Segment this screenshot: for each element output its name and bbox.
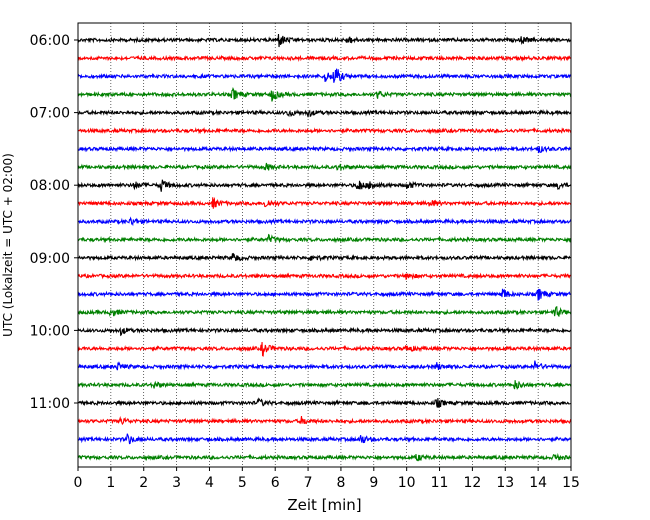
trace-0730 — [77, 145, 572, 154]
x-tick-label: 6 — [271, 475, 280, 491]
trace-0745 — [77, 162, 572, 171]
x-axis-label: Zeit [min] — [287, 496, 361, 514]
trace-0700 — [77, 108, 572, 118]
x-tick-label: 1 — [106, 475, 115, 491]
trace-0930 — [77, 288, 572, 301]
y-axis-ticks: 06:00 07:00 08:00 09:00 10:00 11:00 — [30, 33, 78, 412]
trace-1145 — [77, 452, 572, 462]
trace-0645 — [77, 87, 572, 102]
trace-1015 — [77, 341, 572, 357]
trace-0815 — [77, 196, 572, 209]
trace-0600 — [77, 33, 572, 48]
x-tick-label: 4 — [205, 475, 214, 491]
x-tick-label: 11 — [431, 475, 449, 491]
x-tick-label: 8 — [336, 475, 345, 491]
x-tick-label: 5 — [238, 475, 247, 491]
y-tick-label: 08:00 — [30, 178, 70, 194]
y-tick-label: 07:00 — [30, 106, 70, 122]
x-tick-label: 10 — [398, 475, 416, 491]
y-tick-label: 10:00 — [30, 323, 70, 339]
x-tick-label: 12 — [463, 475, 481, 491]
x-tick-label: 0 — [74, 475, 83, 491]
trace-0945 — [77, 305, 572, 317]
trace-1130 — [77, 433, 572, 445]
x-tick-label: 7 — [304, 475, 313, 491]
y-axis-label: UTC (Lokalzeit = UTC + 02:00) — [1, 153, 15, 337]
trace-0830 — [77, 216, 572, 227]
plot-frame — [77, 22, 572, 468]
trace-0915 — [77, 272, 572, 281]
y-tick-label: 11:00 — [30, 396, 70, 412]
x-tick-label: 2 — [139, 475, 148, 491]
trace-1000 — [77, 326, 572, 337]
trace-1100 — [77, 397, 572, 408]
trace-0615 — [77, 54, 572, 62]
y-tick-label: 09:00 — [30, 251, 70, 267]
trace-1115 — [77, 415, 572, 426]
trace-1030 — [77, 360, 572, 371]
x-axis-ticks: 0 1 2 3 4 5 6 7 8 9 10 11 12 13 14 15 — [74, 467, 580, 491]
x-tick-label: 14 — [529, 475, 547, 491]
seismic-traces — [77, 33, 572, 462]
trace-0630 — [77, 68, 572, 83]
x-tick-label: 15 — [562, 475, 580, 491]
x-tick-label: 13 — [496, 475, 514, 491]
trace-0715 — [77, 126, 571, 135]
x-tick-label: 9 — [369, 475, 378, 491]
y-tick-label: 06:00 — [30, 33, 70, 49]
trace-0900 — [77, 252, 572, 262]
trace-0845 — [77, 233, 572, 244]
vertical-grid — [110, 23, 539, 467]
trace-1045 — [77, 380, 572, 390]
trace-0800 — [77, 179, 572, 192]
x-tick-label: 3 — [172, 475, 181, 491]
